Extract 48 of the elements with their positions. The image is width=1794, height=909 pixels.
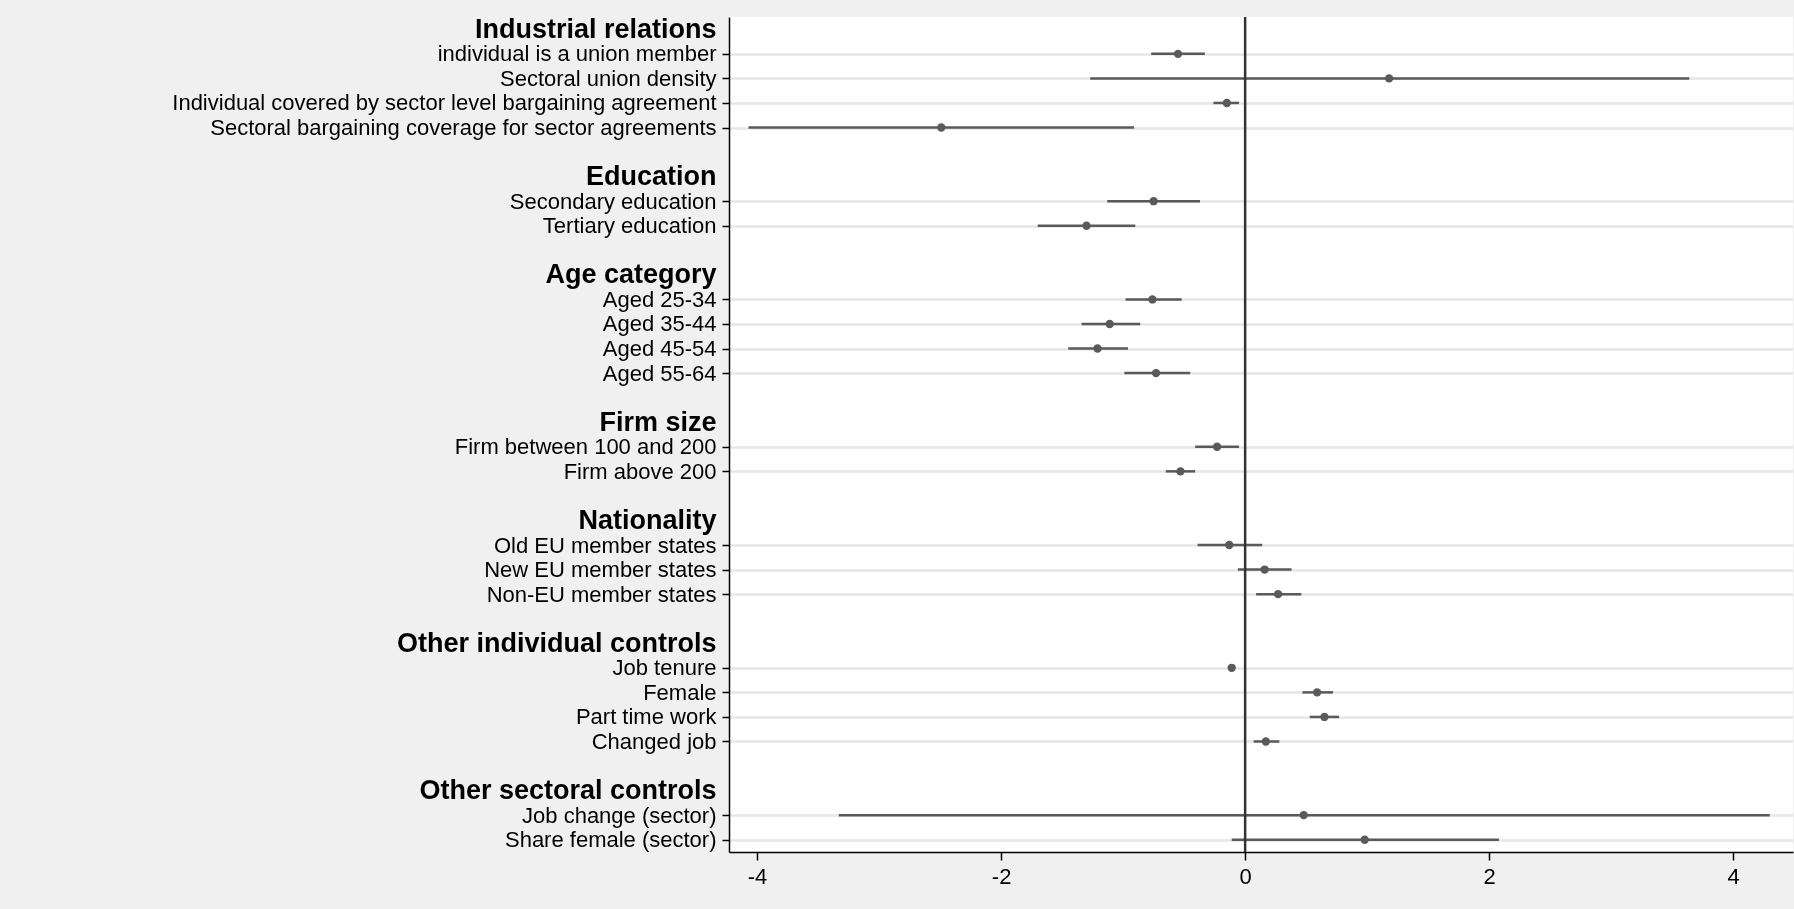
y-tick-label: Part time work bbox=[575, 704, 718, 730]
y-tick-label: Firm above 200 bbox=[563, 458, 717, 484]
point bbox=[1273, 589, 1283, 599]
y-tick-label: Nationality bbox=[578, 504, 717, 535]
point bbox=[1312, 688, 1322, 697]
point bbox=[1105, 319, 1114, 329]
y-tick-label: Firm size bbox=[599, 406, 717, 437]
point bbox=[1227, 663, 1236, 672]
y-tick-label: Firm between 100 and 200 bbox=[454, 434, 717, 460]
x-tick-label: -4 bbox=[747, 863, 768, 889]
point bbox=[1320, 712, 1329, 722]
x-tick-label: -2 bbox=[991, 863, 1012, 889]
y-tick-label: Industrial relations bbox=[474, 13, 717, 44]
y-tick-label: Other individual controls bbox=[396, 627, 717, 658]
point bbox=[1212, 442, 1222, 451]
point bbox=[1261, 737, 1271, 746]
point bbox=[1149, 197, 1158, 206]
point bbox=[1082, 221, 1091, 230]
y-tick-label: Aged 35-44 bbox=[602, 311, 717, 337]
y-tick-label: Job tenure bbox=[612, 655, 717, 681]
point bbox=[1360, 835, 1369, 844]
y-tick-label: Non-EU member states bbox=[486, 581, 717, 607]
y-tick-label: Changed job bbox=[591, 728, 717, 754]
point bbox=[1093, 344, 1102, 353]
y-tick-label: Sectoral bargaining coverage for sector agreements bbox=[210, 115, 717, 141]
x-tick-label: 4 bbox=[1727, 863, 1740, 889]
y-tick-label: Individual covered by sector level bargaining agreement bbox=[172, 90, 717, 116]
point bbox=[1222, 98, 1232, 108]
y-tick-label: Share female (sector) bbox=[504, 827, 717, 853]
point bbox=[1151, 368, 1161, 378]
y-tick-label: Aged 45-54 bbox=[602, 336, 717, 362]
x-tick-label: 2 bbox=[1483, 863, 1496, 889]
y-tick-label: Age category bbox=[545, 259, 717, 290]
point bbox=[1225, 540, 1234, 550]
y-tick-label: Sectoral union density bbox=[500, 65, 717, 91]
y-tick-label: individual is a union member bbox=[437, 41, 717, 67]
y-tick-label: Female bbox=[643, 679, 717, 705]
point bbox=[1299, 810, 1308, 820]
point bbox=[1148, 295, 1157, 304]
x-tick-label: 0 bbox=[1239, 863, 1252, 889]
point bbox=[1260, 565, 1269, 574]
point bbox=[1173, 49, 1183, 59]
point bbox=[937, 123, 946, 132]
y-tick-label: New EU member states bbox=[484, 557, 717, 583]
point bbox=[1176, 467, 1185, 476]
y-tick-label: Tertiary education bbox=[542, 213, 717, 239]
y-tick-label: Aged 55-64 bbox=[602, 360, 717, 386]
point bbox=[1384, 74, 1394, 83]
